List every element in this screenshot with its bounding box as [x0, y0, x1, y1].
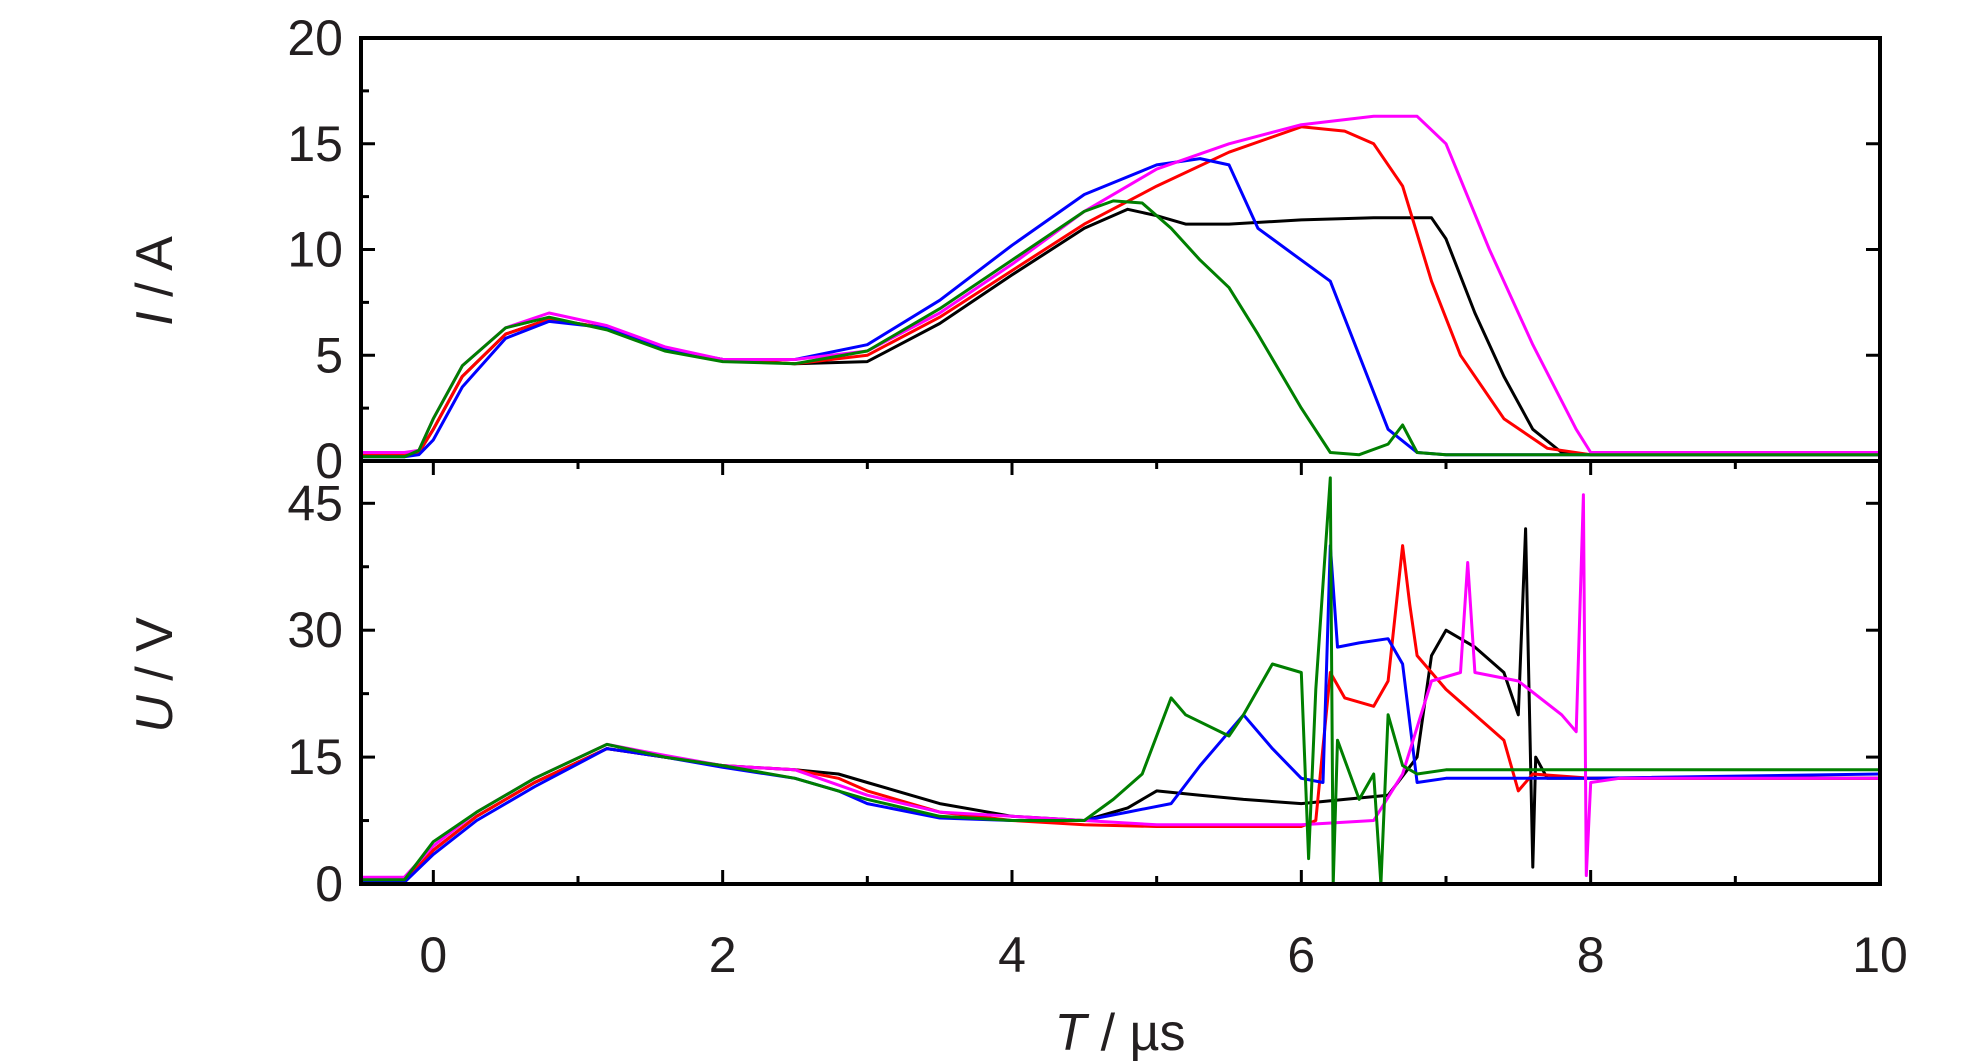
- current-axis-unit: / A: [126, 236, 184, 311]
- x-tick-label: 10: [1852, 927, 1908, 983]
- voltage-panel: 0 15 30 45: [287, 475, 1881, 912]
- current-series-group: [361, 114, 1880, 459]
- time-axis-title: T / µs: [1054, 1004, 1185, 1062]
- x-axis-tick-labels: 0 2 4 6 8 10: [419, 927, 1907, 983]
- voltage-axis-unit: / V: [126, 617, 184, 695]
- current-series-line-3: [361, 157, 1880, 459]
- current-y-tick-label: 15: [287, 116, 343, 172]
- voltage-series-line-2: [361, 544, 1880, 882]
- current-y-tick-labels: 0 5 10 15 20: [287, 10, 343, 489]
- current-y-tick-label: 20: [287, 10, 343, 66]
- current-series-line-1: [361, 207, 1880, 457]
- current-series-line-5: [361, 199, 1880, 459]
- current-axis-title: I / A: [126, 236, 184, 326]
- voltage-y-tick-labels: 0 15 30 45: [287, 475, 343, 912]
- voltage-series-line-3: [361, 544, 1881, 884]
- voltage-series-line-5: [361, 476, 1880, 886]
- time-axis-unit: / µs: [1086, 1004, 1185, 1062]
- x-tick-label: 6: [1287, 927, 1315, 983]
- voltage-y-tick-label: 45: [287, 475, 343, 531]
- voltage-axis-title: U / V: [126, 617, 184, 733]
- x-tick-label: 2: [709, 927, 737, 983]
- time-axis-var: T: [1054, 1004, 1089, 1062]
- current-y-tick-label: 5: [315, 327, 343, 383]
- voltage-series-line-4: [361, 493, 1880, 879]
- x-tick-label: 0: [419, 927, 447, 983]
- voltage-y-tick-label: 30: [287, 602, 343, 658]
- current-panel: 0 5 10 15 20: [287, 10, 1880, 489]
- current-series-line-4: [361, 114, 1880, 454]
- current-axis-var: I: [126, 311, 184, 325]
- voltage-y-tick-label: 0: [315, 856, 343, 912]
- x-tick-label: 8: [1577, 927, 1605, 983]
- current-y-ticks: [361, 36, 1880, 463]
- current-y-tick-label: 10: [287, 222, 343, 278]
- x-tick-label: 4: [998, 927, 1026, 983]
- voltage-y-tick-label: 15: [287, 729, 343, 785]
- current-series-line-2: [361, 125, 1880, 457]
- current-y-tick-label: 0: [315, 433, 343, 489]
- x-axis-ticks: [431, 461, 1882, 884]
- voltage-series-group: [361, 476, 1881, 886]
- voltage-axis-var: U: [126, 695, 184, 733]
